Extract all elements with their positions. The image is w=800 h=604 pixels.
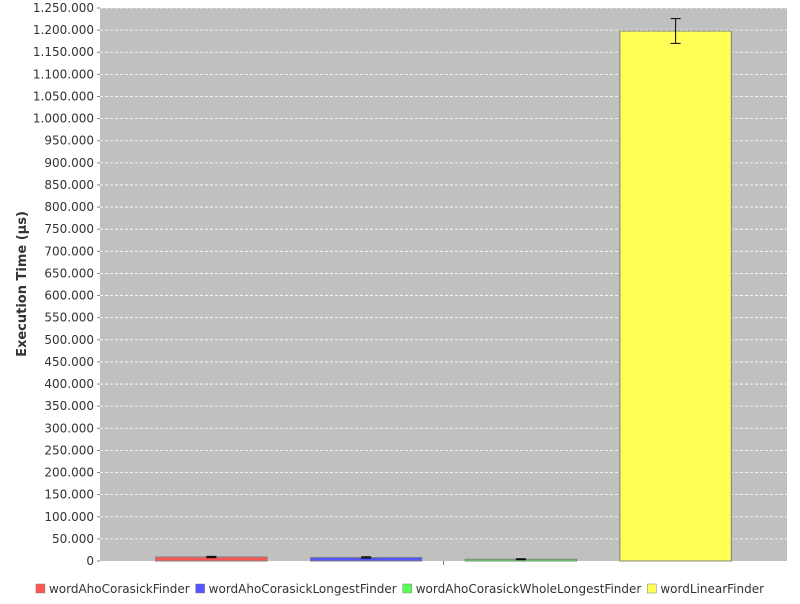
y-tick-label: 1.050.000: [33, 89, 94, 103]
legend-swatch: [195, 583, 205, 594]
y-tick-label: 850.000: [44, 178, 94, 192]
legend-label: wordLinearFinder: [660, 582, 764, 596]
y-tick-label: 1.200.000: [33, 23, 94, 37]
y-tick-label: 650.000: [44, 266, 94, 280]
y-tick-label: 900.000: [44, 156, 94, 170]
legend-label: wordAhoCorasickFinder: [49, 582, 190, 596]
y-tick-label: 200.000: [44, 466, 94, 480]
legend-item: wordAhoCorasickFinder: [35, 582, 190, 596]
y-tick-label: 0: [86, 554, 94, 568]
y-tick-label: 300.000: [44, 421, 94, 435]
legend-item: wordAhoCorasickLongestFinder: [195, 582, 397, 596]
legend: wordAhoCorasickFinder wordAhoCorasickLong…: [35, 582, 764, 596]
y-tick-label: 750.000: [44, 222, 94, 236]
y-tick-label: 600.000: [44, 289, 94, 303]
y-axis-ticks: 0 50.000 100.000 150.000 200.000 250.000 300.0…: [33, 1, 100, 568]
y-tick-label: 800.000: [44, 200, 94, 214]
error-bars: [206, 18, 681, 561]
legend-swatch: [402, 583, 412, 594]
legend-item: wordLinearFinder: [647, 582, 764, 596]
y-tick-label: 1.000.000: [33, 112, 94, 126]
bar: [619, 30, 732, 562]
y-tick-label: 450.000: [44, 355, 94, 369]
y-tick-label: 1.100.000: [33, 67, 94, 81]
y-axis-title: Execution Time (µs): [15, 211, 30, 357]
y-tick-label: 100.000: [44, 510, 94, 524]
y-tick-label: 1.250.000: [33, 1, 94, 15]
y-tick-label: 350.000: [44, 399, 94, 413]
y-tick-label: 400.000: [44, 377, 94, 391]
legend-label: wordAhoCorasickWholeLongestFinder: [416, 582, 642, 596]
y-tick-label: 550.000: [44, 311, 94, 325]
legend-item: wordAhoCorasickWholeLongestFinder: [402, 582, 642, 596]
legend-label: wordAhoCorasickLongestFinder: [209, 582, 397, 596]
legend-swatch: [35, 583, 46, 594]
y-tick-label: 950.000: [44, 134, 94, 148]
y-tick-label: 1.150.000: [33, 45, 94, 59]
y-tick-label: 50.000: [52, 532, 94, 546]
y-tick-label: 250.000: [44, 443, 94, 457]
legend-swatch: [647, 583, 657, 594]
y-tick-label: 500.000: [44, 333, 94, 347]
y-tick-label: 150.000: [44, 488, 94, 502]
y-tick-label: 700.000: [44, 244, 94, 258]
